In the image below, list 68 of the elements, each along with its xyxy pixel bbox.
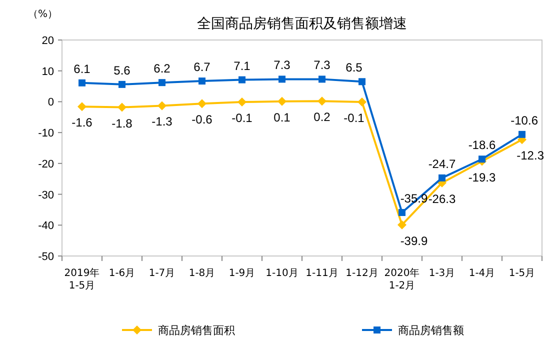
point <box>318 96 326 106</box>
x-tick-label: 1-6月 <box>108 268 136 279</box>
x-tick-label: 1-8月 <box>188 268 216 279</box>
data-label: 7.1 <box>234 58 251 73</box>
point <box>158 79 166 86</box>
data-label: -1.3 <box>152 114 173 129</box>
data-label: 6.5 <box>346 60 363 75</box>
point <box>278 76 286 83</box>
data-label: 5.6 <box>114 63 131 78</box>
data-label: 0.1 <box>274 110 291 124</box>
chart-title: 全国商品房销售面积及销售额增速 <box>197 16 407 32</box>
x-tick-label: 1-9月 <box>228 268 256 279</box>
y-axis-title: （%） <box>28 9 58 20</box>
data-label: -1.6 <box>72 116 93 130</box>
x-tick-label: 1-10月 <box>266 268 298 279</box>
point <box>438 174 446 182</box>
x-tick-label: 1-4月 <box>468 268 496 279</box>
y-tick-label: -40 <box>38 220 54 232</box>
data-label: 6.2 <box>154 62 171 76</box>
point <box>118 102 126 112</box>
legend-label: 商品房销售面积 <box>158 324 235 337</box>
y-tick-label: -50 <box>38 251 54 263</box>
point <box>238 98 246 107</box>
data-label: 7.3 <box>274 58 291 72</box>
point <box>358 78 366 86</box>
data-label: 0.2 <box>314 110 331 124</box>
data-label: 6.7 <box>194 60 211 74</box>
x-tick-label: 1-12月 <box>346 268 378 279</box>
data-label: -39.9 <box>400 234 428 248</box>
point <box>118 80 126 88</box>
data-label: -18.6 <box>468 138 496 152</box>
point <box>198 78 206 85</box>
point <box>318 76 326 83</box>
x-tick-label: 1-7月 <box>148 268 176 279</box>
data-label: -12.3 <box>516 148 544 163</box>
data-label: 7.3 <box>314 58 331 72</box>
y-tick-label: -20 <box>38 158 54 170</box>
point <box>198 99 206 108</box>
x-tick-label: 2019年 1-5月 <box>64 267 100 292</box>
data-label: -0.6 <box>192 112 213 127</box>
x-tick-label: 1-3月 <box>428 268 456 279</box>
point <box>238 76 246 84</box>
point <box>518 130 526 138</box>
data-label: -19.3 <box>468 170 496 184</box>
point <box>358 98 366 107</box>
point <box>78 102 86 112</box>
data-label: -24.7 <box>428 156 456 171</box>
point <box>278 96 286 106</box>
y-tick-label: 10 <box>42 66 54 78</box>
x-tick-label: 1-5月 <box>508 268 536 279</box>
y-tick-label: 20 <box>42 35 54 47</box>
point <box>478 156 486 163</box>
data-label: -26.3 <box>428 192 456 206</box>
data-label: -10.6 <box>510 113 538 128</box>
y-tick-label: 0 <box>48 96 54 109</box>
data-label: -0.1 <box>344 111 365 126</box>
point <box>398 220 406 230</box>
x-tick-label: 2020年 1-2月 <box>384 267 420 292</box>
data-label: -0.1 <box>232 111 253 126</box>
x-tick-label: 1-11月 <box>306 268 338 279</box>
data-label: 6.1 <box>74 62 91 76</box>
data-label: -1.8 <box>112 116 133 130</box>
y-tick-label: -10 <box>38 128 54 140</box>
legend-label: 商品房销售额 <box>398 324 464 337</box>
point <box>78 79 86 86</box>
y-tick-label: -30 <box>38 189 54 202</box>
point <box>158 101 166 110</box>
point <box>398 208 406 216</box>
